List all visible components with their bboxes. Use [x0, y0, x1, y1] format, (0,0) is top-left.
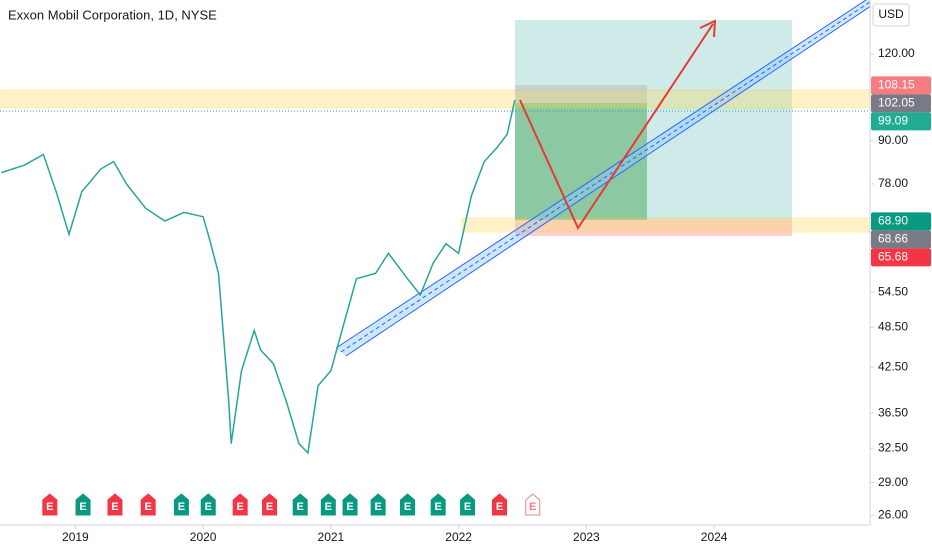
earnings-marker	[42, 493, 58, 516]
y-tick-label: 48.50	[878, 320, 908, 334]
x-tick-label: 2024	[701, 530, 728, 544]
earnings-label: E	[205, 501, 212, 513]
channel	[336, 0, 880, 356]
price-label: 108.15	[878, 78, 915, 92]
earnings-marker	[525, 493, 541, 516]
earnings-marker	[232, 493, 248, 516]
earnings-marker	[173, 493, 189, 516]
price-label: 99.09	[878, 114, 908, 128]
price-label-box	[871, 212, 931, 231]
stop-zone	[515, 85, 647, 103]
earnings-label: E	[374, 501, 381, 513]
earnings-label: E	[79, 501, 86, 513]
earnings-marker	[140, 493, 156, 516]
currency[interactable]: USD	[878, 7, 904, 21]
currency-box[interactable]	[872, 3, 910, 27]
entry-zone-extension	[647, 103, 792, 220]
x-tick-label: 2023	[573, 530, 600, 544]
projection-arrow	[519, 23, 714, 231]
y-tick-label: 36.50	[878, 405, 908, 419]
earnings-label: E	[297, 501, 304, 513]
earnings-marker	[460, 493, 476, 516]
earnings-label: E	[178, 501, 185, 513]
earnings-marker	[292, 493, 308, 516]
earnings-label: E	[325, 501, 332, 513]
x-tick-label: 2020	[190, 530, 217, 544]
earnings-marker	[320, 493, 336, 516]
earnings-marker	[200, 493, 216, 516]
earnings-label: E	[46, 501, 53, 513]
x-tick-label: 2021	[318, 530, 345, 544]
y-tick-label: 90.00	[878, 133, 908, 147]
earnings-marker	[400, 493, 416, 516]
earnings-label: E	[464, 501, 471, 513]
earnings-marker	[75, 493, 91, 516]
channel-mid	[340, 0, 874, 353]
y-tick-label: 42.50	[878, 359, 908, 373]
y-tick-label: 29.00	[878, 475, 908, 489]
y-tick-label: 26.00	[878, 508, 908, 522]
earnings-label: E	[145, 501, 152, 513]
price-label-box	[871, 94, 931, 113]
x-tick-label: 2022	[445, 530, 472, 544]
earnings-label: E	[346, 501, 353, 513]
y-tick-label: 54.50	[878, 284, 908, 298]
price-label: 68.90	[878, 214, 908, 228]
earnings-label: E	[496, 501, 503, 513]
price-label: 68.66	[878, 232, 908, 246]
earnings-marker	[370, 493, 386, 516]
earnings-label: E	[529, 501, 536, 513]
chart-title: Exxon Mobil Corporation, 1D, NYSE	[8, 7, 217, 22]
price-label-box	[871, 76, 931, 95]
stop-band	[515, 220, 792, 236]
price-label-box	[871, 230, 931, 249]
arrow-head	[699, 19, 717, 38]
earnings-marker	[492, 493, 508, 516]
price-label-box	[871, 112, 931, 131]
earnings-marker	[262, 493, 278, 516]
x-tick-label: 2019	[62, 530, 89, 544]
y-tick-label: 78.00	[878, 176, 908, 190]
earnings-marker	[107, 493, 123, 516]
price-line	[1, 99, 516, 455]
earnings-label: E	[266, 501, 273, 513]
price-label: 102.05	[878, 96, 915, 110]
earnings-label: E	[435, 501, 442, 513]
drawings	[0, 0, 881, 357]
channel-edge	[335, 0, 867, 349]
channel-edge	[345, 0, 881, 357]
earnings-marker	[342, 493, 358, 516]
earnings-marker	[430, 493, 446, 516]
price-label-box	[871, 248, 931, 267]
y-tick-label: 32.50	[878, 440, 908, 454]
earnings-label: E	[237, 501, 244, 513]
price-label: 65.68	[878, 250, 908, 264]
y-tick-label: 120.00	[878, 46, 915, 60]
earnings-label: E	[111, 501, 118, 513]
entry-zone	[515, 103, 647, 220]
earnings-label: E	[404, 501, 411, 513]
